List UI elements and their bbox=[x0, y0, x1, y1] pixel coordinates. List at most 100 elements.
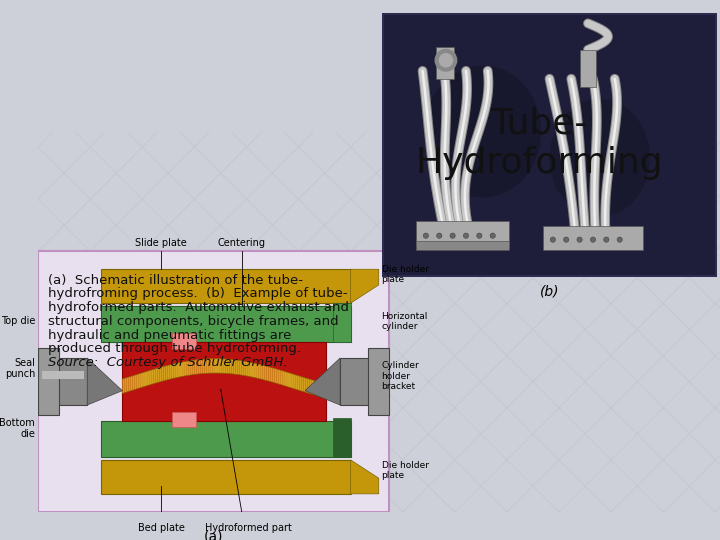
Circle shape bbox=[436, 233, 442, 238]
Polygon shape bbox=[215, 359, 217, 373]
Polygon shape bbox=[188, 361, 190, 375]
Polygon shape bbox=[254, 363, 256, 378]
Polygon shape bbox=[156, 368, 158, 383]
Polygon shape bbox=[240, 361, 242, 375]
Polygon shape bbox=[320, 382, 322, 397]
Polygon shape bbox=[158, 368, 159, 383]
Polygon shape bbox=[302, 377, 303, 392]
Circle shape bbox=[577, 237, 582, 242]
Text: structural components, bicycle frames, and: structural components, bicycle frames, a… bbox=[48, 315, 338, 328]
Polygon shape bbox=[223, 359, 225, 373]
Bar bbox=[416, 221, 510, 245]
Polygon shape bbox=[184, 361, 186, 376]
Polygon shape bbox=[305, 358, 340, 405]
Polygon shape bbox=[285, 372, 287, 387]
Text: hydraulic and pneumatic fittings are: hydraulic and pneumatic fittings are bbox=[48, 329, 291, 342]
Polygon shape bbox=[122, 379, 125, 393]
Polygon shape bbox=[305, 378, 307, 393]
Text: (b): (b) bbox=[540, 284, 559, 298]
Polygon shape bbox=[149, 370, 151, 385]
Bar bbox=[171, 333, 196, 349]
Polygon shape bbox=[135, 375, 137, 389]
Bar bbox=[102, 421, 351, 457]
Polygon shape bbox=[260, 364, 262, 380]
Ellipse shape bbox=[424, 65, 541, 198]
Polygon shape bbox=[145, 372, 147, 386]
Bar bbox=[368, 348, 390, 415]
Polygon shape bbox=[316, 381, 318, 396]
Bar bbox=[102, 269, 351, 303]
Polygon shape bbox=[310, 379, 312, 394]
Polygon shape bbox=[159, 367, 161, 382]
Polygon shape bbox=[318, 382, 320, 396]
Polygon shape bbox=[125, 378, 127, 393]
Text: Top die: Top die bbox=[1, 316, 35, 327]
Polygon shape bbox=[137, 374, 139, 389]
Polygon shape bbox=[147, 370, 149, 386]
Polygon shape bbox=[219, 359, 221, 373]
Polygon shape bbox=[322, 383, 324, 397]
Text: Bottom
die: Bottom die bbox=[0, 418, 35, 440]
Circle shape bbox=[490, 233, 495, 238]
Polygon shape bbox=[129, 376, 130, 392]
Polygon shape bbox=[161, 367, 163, 381]
Polygon shape bbox=[166, 366, 168, 380]
Polygon shape bbox=[258, 364, 260, 379]
Polygon shape bbox=[182, 362, 184, 376]
Text: Slide plate: Slide plate bbox=[135, 238, 187, 248]
Polygon shape bbox=[197, 360, 199, 374]
Text: Horizontal
cylinder: Horizontal cylinder bbox=[382, 312, 428, 331]
Polygon shape bbox=[186, 361, 188, 376]
Text: (a): (a) bbox=[204, 529, 223, 540]
Bar bbox=[436, 47, 454, 79]
Circle shape bbox=[603, 237, 609, 242]
Polygon shape bbox=[153, 369, 156, 384]
Bar bbox=[38, 251, 390, 512]
Polygon shape bbox=[293, 374, 295, 389]
Text: produced through tube hydroforming.: produced through tube hydroforming. bbox=[48, 342, 300, 355]
Polygon shape bbox=[170, 364, 172, 379]
Polygon shape bbox=[141, 373, 143, 388]
Bar bbox=[384, 15, 715, 275]
Polygon shape bbox=[300, 376, 302, 391]
Polygon shape bbox=[289, 373, 291, 388]
Polygon shape bbox=[213, 359, 215, 373]
Polygon shape bbox=[209, 359, 211, 373]
Polygon shape bbox=[283, 371, 285, 386]
Circle shape bbox=[423, 233, 428, 238]
Circle shape bbox=[463, 233, 469, 238]
Bar bbox=[333, 418, 351, 457]
Polygon shape bbox=[276, 369, 279, 384]
Polygon shape bbox=[281, 370, 283, 385]
Text: hydroformed parts.  Automotive exhaust and: hydroformed parts. Automotive exhaust an… bbox=[48, 301, 348, 314]
Polygon shape bbox=[266, 366, 269, 381]
Polygon shape bbox=[190, 360, 192, 375]
Circle shape bbox=[617, 237, 622, 242]
Polygon shape bbox=[87, 358, 122, 405]
Bar bbox=[42, 358, 87, 405]
Polygon shape bbox=[351, 269, 379, 303]
Text: Source:  Courtesy of Schuler GmBH.: Source: Courtesy of Schuler GmBH. bbox=[48, 356, 287, 369]
Polygon shape bbox=[242, 361, 244, 375]
Polygon shape bbox=[178, 362, 180, 377]
Polygon shape bbox=[201, 359, 202, 374]
Polygon shape bbox=[199, 360, 201, 374]
Polygon shape bbox=[127, 377, 129, 392]
Polygon shape bbox=[221, 359, 223, 373]
Polygon shape bbox=[307, 379, 310, 394]
Polygon shape bbox=[168, 365, 170, 380]
Text: Hydroformed part: Hydroformed part bbox=[205, 523, 292, 532]
Circle shape bbox=[477, 233, 482, 238]
Polygon shape bbox=[172, 364, 174, 379]
Bar bbox=[102, 460, 351, 494]
Polygon shape bbox=[225, 359, 228, 374]
Polygon shape bbox=[287, 372, 289, 387]
Polygon shape bbox=[279, 370, 281, 384]
Circle shape bbox=[590, 237, 595, 242]
Polygon shape bbox=[174, 363, 176, 378]
Text: Centering: Centering bbox=[217, 238, 266, 248]
Bar bbox=[171, 411, 196, 427]
Bar bbox=[416, 241, 510, 250]
Text: (a)  Schematic illustration of the tube-: (a) Schematic illustration of the tube- bbox=[48, 274, 302, 287]
Polygon shape bbox=[244, 361, 246, 376]
